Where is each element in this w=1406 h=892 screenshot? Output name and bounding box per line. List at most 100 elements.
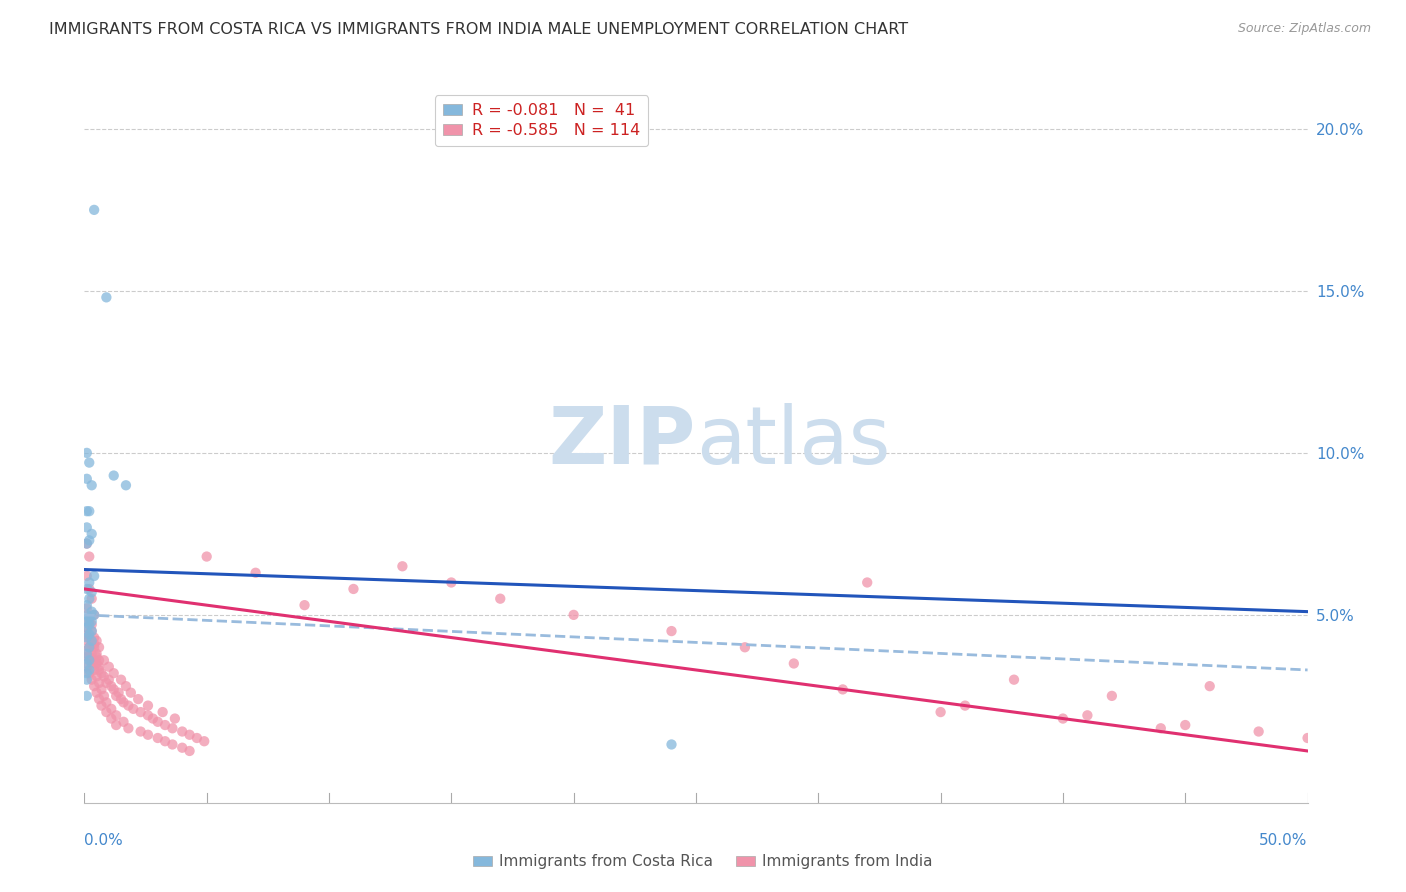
Point <box>83 653 105 667</box>
Point <box>97 659 120 673</box>
Point <box>1150 721 1173 735</box>
Point <box>77 611 100 625</box>
Point <box>953 698 976 713</box>
Point <box>76 659 98 673</box>
Point <box>76 673 98 687</box>
Point <box>562 607 585 622</box>
Point <box>80 478 103 492</box>
Point <box>391 559 413 574</box>
Point <box>112 695 135 709</box>
Legend: R = -0.081   N =  41, R = -0.585   N = 114: R = -0.081 N = 41, R = -0.585 N = 114 <box>434 95 648 146</box>
Point <box>193 734 215 748</box>
Point <box>245 566 267 580</box>
Point <box>661 624 683 638</box>
Point <box>103 666 125 681</box>
Point <box>136 728 159 742</box>
Point <box>80 591 103 606</box>
Point <box>100 679 122 693</box>
Point <box>1101 689 1123 703</box>
Point <box>122 702 145 716</box>
Point <box>856 575 879 590</box>
Point <box>76 615 98 629</box>
Point <box>294 598 316 612</box>
Text: 50.0%: 50.0% <box>1260 833 1308 848</box>
Point <box>90 698 112 713</box>
Point <box>87 663 110 677</box>
Point <box>83 663 105 677</box>
Point <box>77 666 100 681</box>
Point <box>83 640 105 655</box>
Point <box>1002 673 1025 687</box>
Point <box>77 640 100 655</box>
Point <box>76 446 98 460</box>
Point <box>1247 724 1270 739</box>
Point <box>93 653 115 667</box>
Point <box>152 705 174 719</box>
Point <box>76 601 98 615</box>
Point <box>77 504 100 518</box>
Point <box>172 724 194 739</box>
Point <box>77 615 100 629</box>
Text: ZIP: ZIP <box>548 402 696 481</box>
Point <box>76 536 98 550</box>
Point <box>76 607 98 622</box>
Point <box>87 676 110 690</box>
Point <box>1076 708 1098 723</box>
Point <box>179 744 201 758</box>
Point <box>120 686 142 700</box>
Point <box>77 549 100 564</box>
Point <box>115 478 138 492</box>
Point <box>76 621 98 635</box>
Point <box>127 692 149 706</box>
Point <box>87 653 110 667</box>
Point <box>112 714 135 729</box>
Point <box>80 527 103 541</box>
Point <box>80 624 103 638</box>
Point <box>76 627 98 641</box>
Point <box>117 721 139 735</box>
Point <box>195 549 218 564</box>
Point <box>76 689 98 703</box>
Point <box>142 712 165 726</box>
Point <box>77 533 100 548</box>
Point <box>734 640 756 655</box>
Point <box>77 653 100 667</box>
Point <box>80 617 103 632</box>
Point <box>80 647 103 661</box>
Point <box>77 456 100 470</box>
Point <box>77 650 100 665</box>
Point <box>83 637 105 651</box>
Point <box>83 607 105 622</box>
Point <box>929 705 952 719</box>
Point <box>100 702 122 716</box>
Point <box>172 740 194 755</box>
Point <box>76 569 98 583</box>
Point <box>87 659 110 673</box>
Point <box>105 689 128 703</box>
Point <box>80 585 103 599</box>
Point <box>146 731 169 745</box>
Point <box>110 673 132 687</box>
Point <box>105 718 128 732</box>
Point <box>115 679 138 693</box>
Point <box>110 692 132 706</box>
Point <box>1198 679 1220 693</box>
Point <box>77 640 100 655</box>
Point <box>76 582 98 596</box>
Point <box>80 673 103 687</box>
Point <box>129 724 152 739</box>
Point <box>117 698 139 713</box>
Point <box>77 617 100 632</box>
Point <box>80 633 103 648</box>
Point <box>107 686 129 700</box>
Point <box>77 627 100 641</box>
Point <box>103 682 125 697</box>
Point <box>76 504 98 518</box>
Point <box>76 666 98 681</box>
Point <box>76 621 98 635</box>
Point <box>162 721 184 735</box>
Point <box>96 676 118 690</box>
Text: IMMIGRANTS FROM COSTA RICA VS IMMIGRANTS FROM INDIA MALE UNEMPLOYMENT CORRELATIO: IMMIGRANTS FROM COSTA RICA VS IMMIGRANTS… <box>49 22 908 37</box>
Point <box>76 650 98 665</box>
Point <box>105 708 128 723</box>
